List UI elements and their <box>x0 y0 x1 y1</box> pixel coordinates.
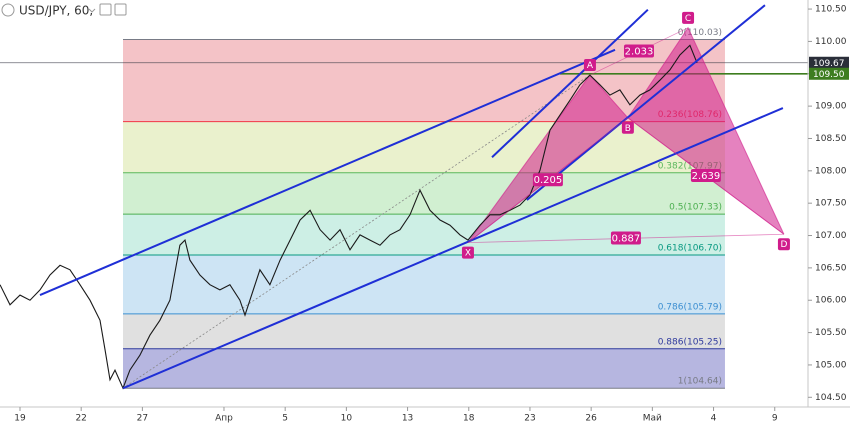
fib-label: 0(110.03) <box>678 28 722 38</box>
ratio-label: 0.887 <box>612 233 641 244</box>
fib-band <box>123 254 725 314</box>
x-tick-label: 9 <box>772 414 778 423</box>
x-tick-label: 10 <box>341 414 353 423</box>
y-tick-label: 110.50 <box>815 5 847 15</box>
price-label-box <box>809 67 849 80</box>
symbol-title: USD/JPY, 60, <box>19 4 93 18</box>
fib-band <box>123 121 725 173</box>
ratio-box <box>623 44 654 58</box>
pattern-point <box>461 246 474 259</box>
ratio-box <box>532 173 563 187</box>
y-tick-label: 107.50 <box>815 199 847 209</box>
pattern-point-label: X <box>465 249 471 259</box>
fib-label: 0.886(105.25) <box>658 337 722 347</box>
x-tick-label: 18 <box>463 414 475 423</box>
dropdown-icon[interactable] <box>88 8 96 13</box>
x-tick-label: Апр <box>215 414 233 423</box>
y-tick-label: 105.00 <box>815 360 847 370</box>
toolbar: USD/JPY, 60, <box>1 3 127 18</box>
x-tick-label: 27 <box>137 414 148 423</box>
pattern-point <box>621 121 634 134</box>
settings-icon[interactable] <box>99 3 112 16</box>
price-line-series <box>0 44 698 390</box>
y-tick-label: 108.00 <box>815 166 847 176</box>
fib-label: 0.382(107.97) <box>658 161 722 171</box>
pattern-point <box>777 238 790 251</box>
fib-band <box>123 348 725 389</box>
price-label: 109.67 <box>813 59 845 69</box>
x-tick-label: 4 <box>711 414 717 423</box>
x-tick-label: 13 <box>402 414 413 423</box>
x-tick-label: 19 <box>14 414 26 423</box>
pattern-point-label: C <box>685 14 691 24</box>
fib-band <box>123 313 725 349</box>
pattern-point <box>682 11 695 24</box>
x-tick-label: 26 <box>585 414 597 423</box>
fib-label: 0.5(107.33) <box>669 203 722 213</box>
x-tick-label: 5 <box>282 414 288 423</box>
fib-trend <box>122 74 591 389</box>
ratio-label: 2.639 <box>692 171 721 182</box>
x-tick-label: Май <box>643 414 662 423</box>
ratio-label: 0.205 <box>534 175 563 186</box>
trend-line <box>122 107 784 390</box>
y-tick-label: 110.00 <box>815 37 847 47</box>
symbol-icon[interactable] <box>1 3 15 17</box>
y-tick-label: 104.50 <box>815 393 847 403</box>
pattern-point-label: A <box>587 61 594 71</box>
ratio-label: 2.033 <box>625 46 654 57</box>
trend-line <box>491 8 649 158</box>
pattern-point-label: B <box>625 124 631 134</box>
fib-label: 0.786(105.79) <box>658 302 722 312</box>
fib-label: 1(104.64) <box>678 377 722 387</box>
y-tick-label: 106.00 <box>815 296 847 306</box>
fib-band <box>123 172 725 215</box>
x-tick-label: 23 <box>524 414 535 423</box>
price-label-box <box>809 56 849 69</box>
y-tick-label: 109.00 <box>815 102 847 112</box>
y-tick-label: 108.50 <box>815 134 847 144</box>
y-tick-label: 105.50 <box>815 328 847 338</box>
ratio-box <box>690 169 721 182</box>
fib-label: 0.618(106.70) <box>658 243 722 253</box>
close-icon[interactable] <box>114 3 127 16</box>
x-tick-label: 22 <box>75 414 86 423</box>
trend-line <box>526 4 766 201</box>
price-label: 109.50 <box>813 70 845 80</box>
y-tick-label: 107.00 <box>815 231 847 241</box>
pattern-point-label: D <box>780 240 787 250</box>
pattern-point <box>583 59 596 72</box>
ratio-box <box>610 231 641 245</box>
y-tick-label: 106.50 <box>815 263 847 273</box>
trend-line <box>39 48 616 296</box>
